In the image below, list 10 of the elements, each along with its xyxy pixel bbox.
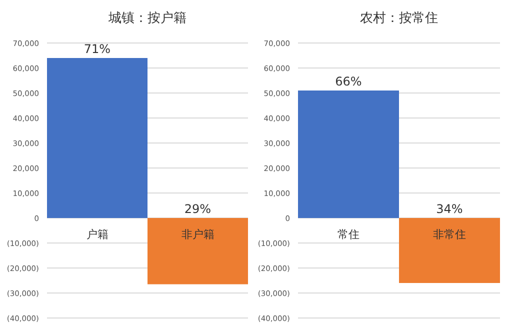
annotation: 29% bbox=[184, 202, 212, 216]
x-tick-label: 非常住 bbox=[433, 228, 466, 241]
x-tick-label: 户籍 bbox=[86, 228, 108, 241]
annotation: 71% bbox=[84, 42, 111, 56]
annotation: 34% bbox=[436, 202, 463, 216]
annotation: 66% bbox=[335, 74, 362, 88]
chart-title: 城镇：按户籍 bbox=[108, 11, 186, 26]
x-tick-label: 常住 bbox=[338, 228, 360, 241]
x-tick-label: 非户籍 bbox=[181, 228, 214, 241]
chart-title: 农村：按常住 bbox=[360, 11, 438, 26]
